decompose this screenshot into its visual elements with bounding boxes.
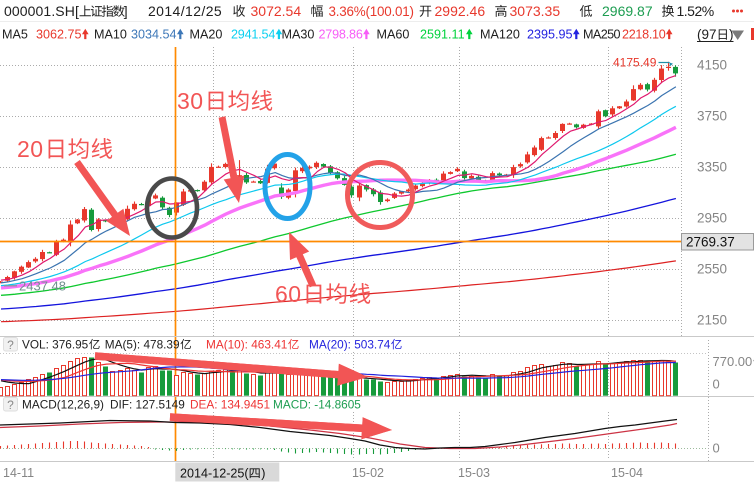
svg-text:2550: 2550 [697, 262, 727, 277]
svg-text:15-02: 15-02 [352, 466, 384, 480]
svg-text:MA5: MA5 [2, 28, 28, 42]
svg-text:60: 60 [275, 281, 302, 307]
svg-text:VOL: 376.95: VOL: 376.95 [22, 338, 89, 352]
svg-text:2798.86: 2798.86 [319, 28, 363, 42]
svg-text:1.52%: 1.52% [677, 3, 714, 19]
svg-text:3350: 3350 [697, 160, 727, 175]
svg-text:?: ? [7, 398, 14, 412]
svg-text:2014/12/25: 2014/12/25 [148, 3, 222, 19]
svg-text:MACD: -14.8605: MACD: -14.8605 [273, 398, 361, 412]
svg-text:2941.54: 2941.54 [231, 28, 275, 42]
svg-text:15-03: 15-03 [458, 466, 490, 480]
svg-text:2014-12-25(: 2014-12-25( [180, 467, 249, 481]
svg-text:3034.54: 3034.54 [131, 28, 177, 42]
svg-text:2769.37: 2769.37 [686, 235, 735, 250]
svg-text:MA(20): 503.74: MA(20): 503.74 [309, 338, 391, 352]
svg-text:): ) [261, 467, 265, 481]
svg-text:]: ] [124, 3, 128, 19]
svg-text:DEA: 134.9451: DEA: 134.9451 [190, 398, 270, 412]
svg-text:2969.87: 2969.87 [602, 3, 653, 19]
svg-text:MA(10): 463.41: MA(10): 463.41 [206, 338, 287, 352]
svg-text:2437.48: 2437.48 [19, 279, 66, 294]
svg-text:2218.10: 2218.10 [622, 28, 666, 42]
svg-text:000001.SH[: 000001.SH[ [4, 3, 79, 19]
svg-text:MA(5): 478.39: MA(5): 478.39 [105, 338, 180, 352]
svg-text:0: 0 [713, 441, 720, 456]
svg-text:MA120: MA120 [480, 28, 520, 42]
svg-text:?: ? [7, 338, 14, 352]
svg-text:30: 30 [177, 88, 204, 114]
svg-text:): ) [729, 27, 734, 42]
svg-text:2591.11: 2591.11 [420, 28, 465, 42]
svg-text:MACD(12,26,9): MACD(12,26,9) [22, 398, 104, 412]
svg-text:20: 20 [17, 136, 44, 162]
svg-text:14-11: 14-11 [3, 466, 34, 480]
svg-text:4150: 4150 [697, 58, 727, 73]
svg-text:15-04: 15-04 [611, 466, 643, 480]
svg-text:MA30: MA30 [282, 28, 315, 42]
svg-text:3073.35: 3073.35 [510, 3, 561, 19]
svg-text:2395.95: 2395.95 [527, 28, 573, 42]
svg-text:0: 0 [713, 377, 720, 392]
svg-text:3.36%(100.01): 3.36%(100.01) [329, 4, 414, 19]
svg-text:3062.75: 3062.75 [36, 28, 82, 42]
svg-text:3750: 3750 [697, 109, 727, 124]
svg-text:4175.49: 4175.49 [613, 56, 657, 70]
svg-text:MA250: MA250 [583, 28, 620, 42]
svg-text:2992.46: 2992.46 [435, 3, 486, 19]
svg-text:MA20: MA20 [190, 28, 223, 42]
svg-text:MA10: MA10 [94, 28, 127, 42]
svg-text:2150: 2150 [697, 313, 727, 328]
svg-text:(97: (97 [697, 27, 717, 42]
svg-text:3072.54: 3072.54 [251, 3, 302, 19]
svg-text:DIF: 127.5149: DIF: 127.5149 [110, 398, 185, 412]
svg-text:770.00: 770.00 [713, 354, 753, 369]
svg-text:2950: 2950 [697, 211, 727, 226]
svg-text:MA60: MA60 [377, 28, 410, 42]
